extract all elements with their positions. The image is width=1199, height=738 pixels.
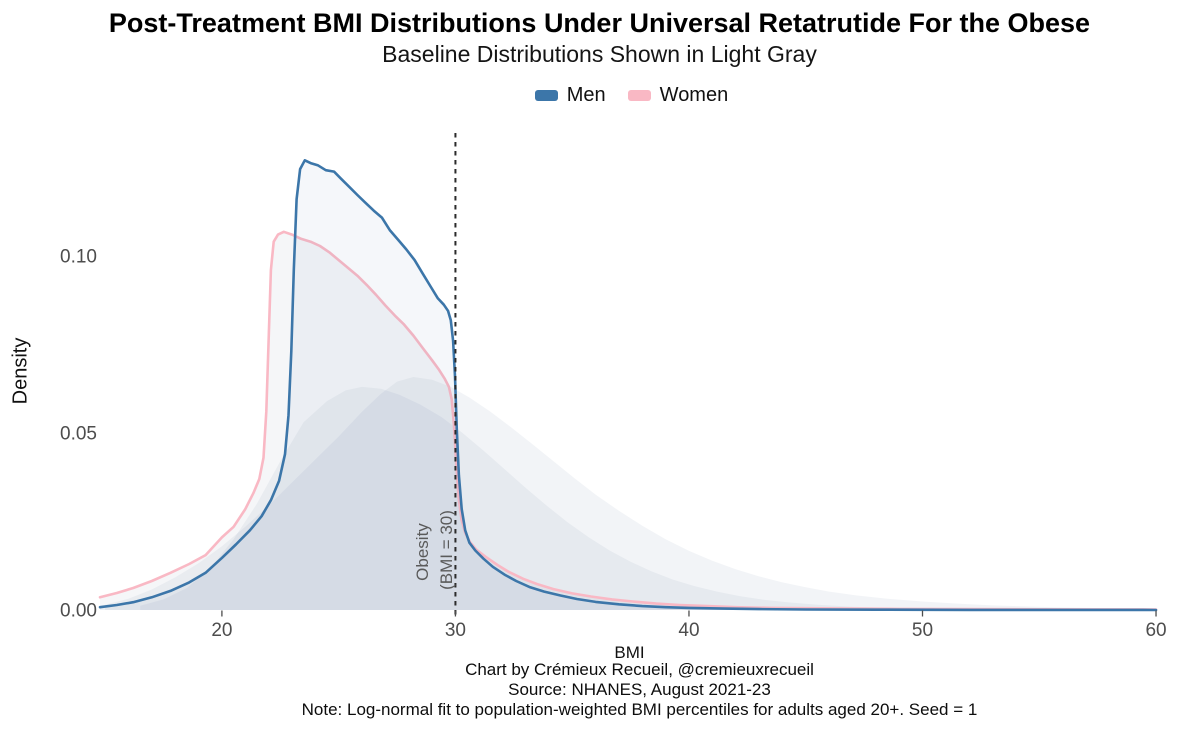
caption-author: Chart by Crémieux Recueil, @cremieuxrecu… [465,660,814,679]
legend-item-women: Women [627,84,729,107]
x-tick-label: 50 [912,620,933,641]
women-color-swatch [627,90,651,101]
chart-title: Post-Treatment BMI Distributions Under U… [108,8,1091,38]
men-color-swatch [534,90,558,101]
area-men [100,160,1156,611]
caption-note: Note: Log-normal fit to population-weigh… [301,700,978,719]
x-tick-label: 60 [1145,620,1166,641]
caption-source: Source: NHANES, August 2021-23 [508,680,771,699]
x-tick-label: 40 [678,620,699,641]
obesity-annotation-line2: (BMI = 30) [437,510,456,590]
legend-item-men: Men [534,84,606,107]
y-tick-label: 0.00 [60,601,97,622]
legend-label-men: Men [566,84,606,106]
density-areas [98,159,1158,612]
axes: 20 30 40 50 60 0.00 0.05 0.10 [60,246,1167,641]
x-axis-title: BMI [614,643,645,662]
area-baseline-men [140,386,1156,610]
y-tick-label: 0.05 [60,423,97,444]
x-tick-label: 20 [211,620,232,641]
curve-women [98,230,1158,611]
x-tick-label: 30 [445,620,466,641]
y-axis-title: Density [9,337,32,405]
legend: Men Women [32,84,1199,107]
legend-label-women: Women [659,84,729,106]
area-women [100,231,1156,611]
caption-block: Chart by Crémieux Recueil, @cremieuxrecu… [40,660,1199,720]
obesity-annotation-line1: Obesity [413,523,432,581]
chart-subtitle: Baseline Distributions Shown in Light Gr… [382,41,817,67]
curve-men [98,159,1158,612]
area-baseline-women [105,377,1157,610]
y-tick-label: 0.10 [60,246,97,267]
